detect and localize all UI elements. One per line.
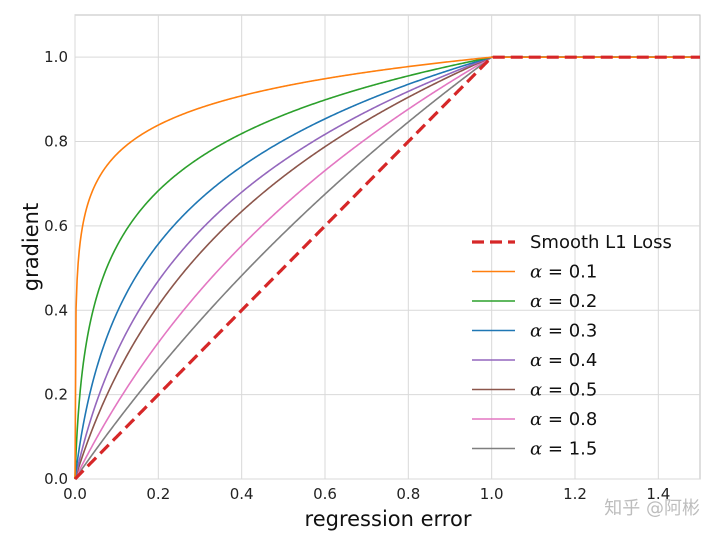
legend-alpha-symbol: α: [530, 409, 542, 430]
x-tick-label: 1.2: [563, 485, 587, 503]
x-tick-label: 0.0: [63, 485, 87, 503]
legend-alpha-value: 1.5: [569, 439, 598, 460]
legend-equals-sign: =: [542, 350, 569, 371]
legend-alpha-symbol: α: [530, 262, 542, 283]
legend-equals-sign: =: [542, 321, 569, 342]
y-tick-label: 0.2: [44, 386, 68, 404]
legend-alpha-symbol: α: [530, 291, 542, 312]
legend-equals-sign: =: [542, 291, 569, 312]
y-tick-label: 1.0: [44, 48, 68, 66]
x-axis-title: regression error: [305, 507, 472, 531]
tick-labels: 0.0 0.2 0.4 0.6 0.8 1.0 1.2 1.4 0.0 0.2 0.4 0.6 0.8 1…: [44, 48, 670, 503]
legend-label-alpha-0-2: α = 0.2: [530, 291, 597, 312]
x-tick-label: 1.4: [646, 485, 670, 503]
legend-equals-sign: =: [542, 380, 569, 401]
legend-alpha-symbol: α: [530, 439, 542, 460]
x-tick-label: 0.4: [230, 485, 254, 503]
legend-alpha-value: 0.1: [569, 262, 598, 283]
legend-label-alpha-0-3: α = 0.3: [530, 321, 597, 342]
series-line-smooth-l1: [73, 55, 700, 481]
legend-label-smooth-l1: Smooth L1 Loss: [530, 232, 672, 253]
legend-alpha-symbol: α: [530, 380, 542, 401]
legend-label-alpha-0-8: α = 0.8: [530, 409, 597, 430]
legend-label-alpha-0-4: α = 0.4: [530, 350, 597, 371]
series-lines: [73, 55, 700, 481]
legend-equals-sign: =: [542, 262, 569, 283]
legend-alpha-symbol: α: [530, 321, 542, 342]
legend-equals-sign: =: [542, 439, 569, 460]
y-tick-label: 0.4: [44, 301, 68, 319]
watermark-text: 知乎 @阿彬: [604, 498, 700, 519]
x-tick-label: 0.2: [146, 485, 170, 503]
series-line-alpha-0-1: [74, 56, 700, 480]
legend-alpha-symbol: α: [530, 350, 542, 371]
legend-equals-sign: =: [542, 409, 569, 430]
legend-alpha-value: 0.3: [569, 321, 598, 342]
legend-alpha-value: 0.8: [569, 409, 598, 430]
x-tick-label: 1.0: [480, 485, 504, 503]
y-tick-label: 0.0: [44, 470, 68, 488]
legend-alpha-value: 0.2: [569, 291, 598, 312]
x-tick-label: 0.6: [313, 485, 337, 503]
x-tick-label: 0.8: [396, 485, 420, 503]
y-tick-label: 0.6: [44, 217, 68, 235]
legend-label-alpha-0-1: α = 0.1: [530, 262, 597, 283]
y-tick-label: 0.8: [44, 133, 68, 151]
legend-label-alpha-0-5: α = 0.5: [530, 380, 597, 401]
y-axis-title: gradient: [19, 203, 43, 291]
legend-alpha-value: 0.5: [569, 380, 598, 401]
legend-alpha-value: 0.4: [569, 350, 598, 371]
legend-label-alpha-1-5: α = 1.5: [530, 439, 597, 460]
